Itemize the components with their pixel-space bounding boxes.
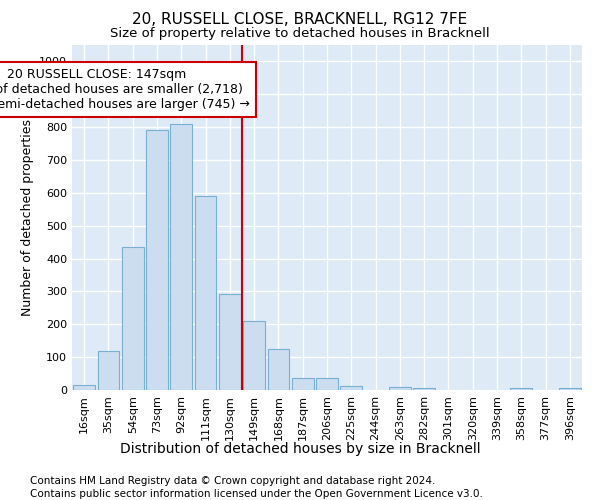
Bar [73, 385, 95, 390]
Bar [219, 294, 241, 390]
Text: Contains HM Land Registry data © Crown copyright and database right 2024.: Contains HM Land Registry data © Crown c… [30, 476, 436, 486]
Y-axis label: Number of detached properties: Number of detached properties [20, 119, 34, 316]
Bar [316, 378, 338, 390]
Bar [122, 247, 143, 390]
Text: Size of property relative to detached houses in Bracknell: Size of property relative to detached ho… [110, 28, 490, 40]
Bar [389, 386, 411, 390]
Bar [268, 349, 289, 390]
Bar [243, 321, 265, 390]
Text: 20, RUSSELL CLOSE, BRACKNELL, RG12 7FE: 20, RUSSELL CLOSE, BRACKNELL, RG12 7FE [133, 12, 467, 28]
Text: 20 RUSSELL CLOSE: 147sqm
← 78% of detached houses are smaller (2,718)
22% of sem: 20 RUSSELL CLOSE: 147sqm ← 78% of detach… [0, 68, 250, 111]
Bar [413, 388, 435, 390]
Bar [511, 388, 532, 390]
Bar [170, 124, 192, 390]
Text: Distribution of detached houses by size in Bracknell: Distribution of detached houses by size … [119, 442, 481, 456]
Bar [97, 350, 119, 390]
Bar [292, 378, 314, 390]
Bar [146, 130, 168, 390]
Bar [194, 196, 217, 390]
Text: Contains public sector information licensed under the Open Government Licence v3: Contains public sector information licen… [30, 489, 483, 499]
Bar [340, 386, 362, 390]
Bar [559, 388, 581, 390]
